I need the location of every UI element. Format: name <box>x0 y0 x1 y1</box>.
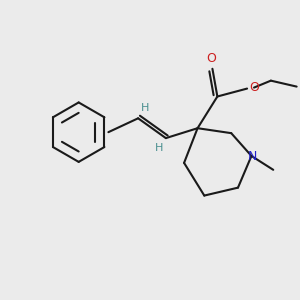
Text: H: H <box>141 103 149 113</box>
Text: N: N <box>248 150 257 164</box>
Text: O: O <box>249 81 259 94</box>
Text: H: H <box>155 143 163 153</box>
Text: O: O <box>206 52 216 65</box>
